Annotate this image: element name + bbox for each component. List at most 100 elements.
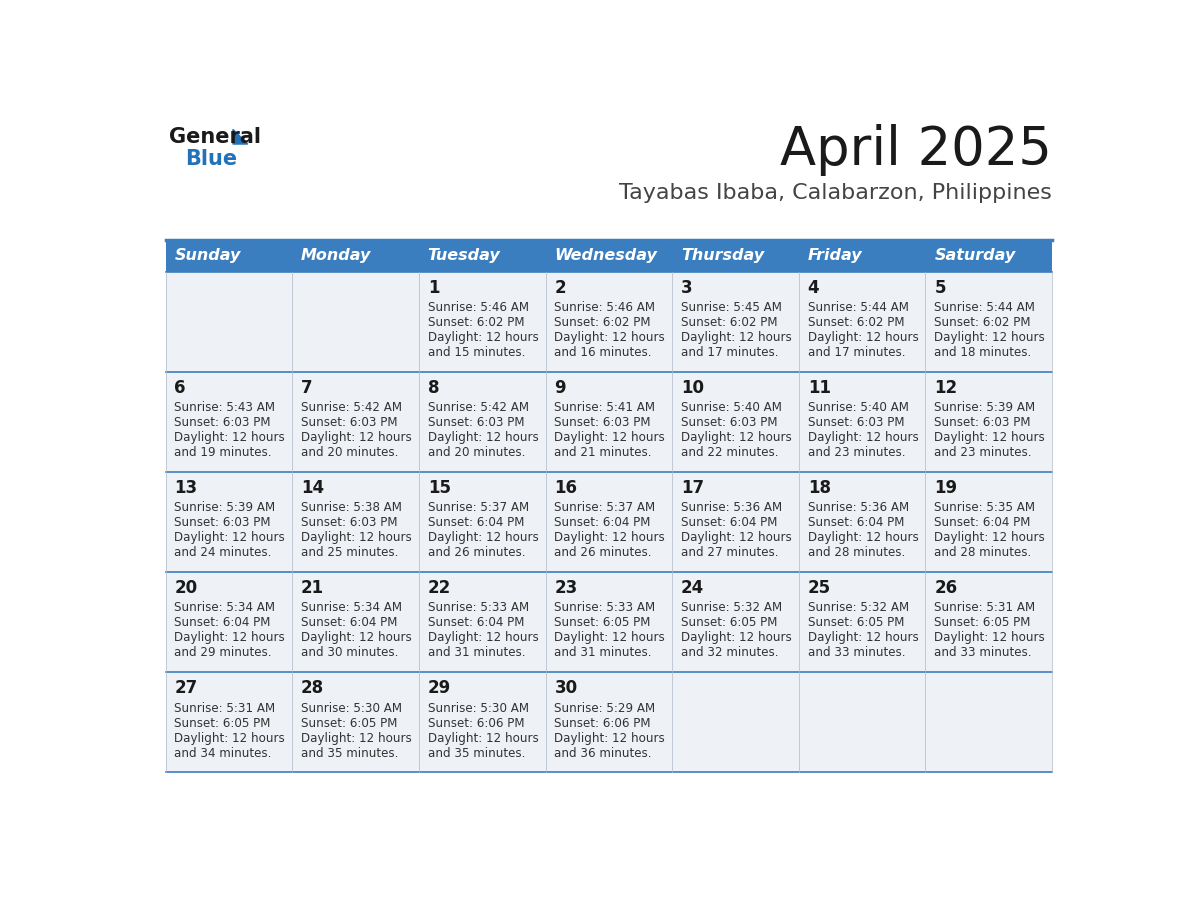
Text: Daylight: 12 hours: Daylight: 12 hours <box>175 732 285 744</box>
Text: and 15 minutes.: and 15 minutes. <box>428 346 525 359</box>
Text: Sunset: 6:03 PM: Sunset: 6:03 PM <box>175 416 271 430</box>
Text: Sunrise: 5:33 AM: Sunrise: 5:33 AM <box>428 601 529 614</box>
Text: Sunset: 6:05 PM: Sunset: 6:05 PM <box>808 616 904 630</box>
Text: Sunrise: 5:34 AM: Sunrise: 5:34 AM <box>301 601 402 614</box>
Text: and 28 minutes.: and 28 minutes. <box>808 546 905 559</box>
Text: General: General <box>170 127 261 147</box>
Bar <box>672 272 798 372</box>
Text: Daylight: 12 hours: Daylight: 12 hours <box>808 431 918 444</box>
Bar <box>419 572 545 672</box>
Text: Sunrise: 5:46 AM: Sunrise: 5:46 AM <box>428 301 529 314</box>
Text: Sunrise: 5:43 AM: Sunrise: 5:43 AM <box>175 401 276 414</box>
Bar <box>925 672 1053 772</box>
Text: Daylight: 12 hours: Daylight: 12 hours <box>681 632 791 644</box>
Text: Sunset: 6:04 PM: Sunset: 6:04 PM <box>808 516 904 530</box>
Text: Daylight: 12 hours: Daylight: 12 hours <box>555 732 665 744</box>
Text: Daylight: 12 hours: Daylight: 12 hours <box>555 331 665 344</box>
Text: Daylight: 12 hours: Daylight: 12 hours <box>808 532 918 544</box>
Bar <box>292 472 419 572</box>
Text: Sunrise: 5:32 AM: Sunrise: 5:32 AM <box>681 601 782 614</box>
Text: Sunrise: 5:37 AM: Sunrise: 5:37 AM <box>555 501 656 514</box>
Bar <box>798 572 925 672</box>
Text: Sunrise: 5:31 AM: Sunrise: 5:31 AM <box>175 701 276 714</box>
Text: and 28 minutes.: and 28 minutes. <box>934 546 1031 559</box>
Bar <box>798 672 925 772</box>
Text: Sunrise: 5:35 AM: Sunrise: 5:35 AM <box>934 501 1036 514</box>
Text: Sunrise: 5:46 AM: Sunrise: 5:46 AM <box>555 301 656 314</box>
Text: Daylight: 12 hours: Daylight: 12 hours <box>681 532 791 544</box>
Text: Sunrise: 5:36 AM: Sunrise: 5:36 AM <box>681 501 782 514</box>
Text: Sunset: 6:04 PM: Sunset: 6:04 PM <box>934 516 1031 530</box>
Text: Sunrise: 5:39 AM: Sunrise: 5:39 AM <box>175 501 276 514</box>
Bar <box>292 272 419 372</box>
Text: 17: 17 <box>681 479 704 497</box>
Text: Sunset: 6:03 PM: Sunset: 6:03 PM <box>934 416 1031 430</box>
Bar <box>672 472 798 572</box>
Text: Sunset: 6:04 PM: Sunset: 6:04 PM <box>681 516 777 530</box>
Text: Sunrise: 5:44 AM: Sunrise: 5:44 AM <box>934 301 1035 314</box>
Text: Daylight: 12 hours: Daylight: 12 hours <box>934 331 1045 344</box>
Text: Sunset: 6:02 PM: Sunset: 6:02 PM <box>808 316 904 330</box>
Text: 15: 15 <box>428 479 450 497</box>
Bar <box>672 372 798 472</box>
Bar <box>672 672 798 772</box>
Text: 29: 29 <box>428 679 451 697</box>
Text: Daylight: 12 hours: Daylight: 12 hours <box>175 431 285 444</box>
Text: Daylight: 12 hours: Daylight: 12 hours <box>301 431 412 444</box>
Text: Daylight: 12 hours: Daylight: 12 hours <box>681 431 791 444</box>
Text: Daylight: 12 hours: Daylight: 12 hours <box>808 632 918 644</box>
Text: Sunset: 6:04 PM: Sunset: 6:04 PM <box>175 616 271 630</box>
Text: 22: 22 <box>428 579 451 597</box>
Text: Sunrise: 5:36 AM: Sunrise: 5:36 AM <box>808 501 909 514</box>
Text: Sunrise: 5:42 AM: Sunrise: 5:42 AM <box>301 401 402 414</box>
Bar <box>419 472 545 572</box>
Text: Daylight: 12 hours: Daylight: 12 hours <box>934 431 1045 444</box>
Text: Daylight: 12 hours: Daylight: 12 hours <box>808 331 918 344</box>
Text: Sunset: 6:02 PM: Sunset: 6:02 PM <box>555 316 651 330</box>
Text: Sunday: Sunday <box>175 248 241 263</box>
Text: Tayabas Ibaba, Calabarzon, Philippines: Tayabas Ibaba, Calabarzon, Philippines <box>619 184 1053 203</box>
Text: and 17 minutes.: and 17 minutes. <box>681 346 778 359</box>
Text: 7: 7 <box>301 379 312 397</box>
Text: 6: 6 <box>175 379 185 397</box>
Text: Sunrise: 5:45 AM: Sunrise: 5:45 AM <box>681 301 782 314</box>
Text: 27: 27 <box>175 679 197 697</box>
Text: Daylight: 12 hours: Daylight: 12 hours <box>301 532 412 544</box>
Text: Daylight: 12 hours: Daylight: 12 hours <box>428 732 538 744</box>
Bar <box>545 472 672 572</box>
Text: Sunset: 6:05 PM: Sunset: 6:05 PM <box>175 717 271 730</box>
Text: Daylight: 12 hours: Daylight: 12 hours <box>175 532 285 544</box>
Bar <box>419 672 545 772</box>
Text: Daylight: 12 hours: Daylight: 12 hours <box>555 431 665 444</box>
Text: and 23 minutes.: and 23 minutes. <box>934 446 1032 459</box>
Text: and 24 minutes.: and 24 minutes. <box>175 546 272 559</box>
Text: 9: 9 <box>555 379 565 397</box>
Bar <box>292 672 419 772</box>
Text: and 34 minutes.: and 34 minutes. <box>175 746 272 759</box>
Text: 16: 16 <box>555 479 577 497</box>
Text: 2: 2 <box>555 279 565 297</box>
Text: 13: 13 <box>175 479 197 497</box>
Bar <box>798 372 925 472</box>
Bar <box>292 372 419 472</box>
Text: Wednesday: Wednesday <box>555 248 657 263</box>
Text: 19: 19 <box>934 479 958 497</box>
Text: Sunset: 6:04 PM: Sunset: 6:04 PM <box>555 516 651 530</box>
Text: Sunset: 6:04 PM: Sunset: 6:04 PM <box>301 616 398 630</box>
Text: Daylight: 12 hours: Daylight: 12 hours <box>428 632 538 644</box>
Bar <box>545 672 672 772</box>
Text: Daylight: 12 hours: Daylight: 12 hours <box>555 532 665 544</box>
Text: and 18 minutes.: and 18 minutes. <box>934 346 1031 359</box>
Bar <box>545 272 672 372</box>
Text: Sunrise: 5:41 AM: Sunrise: 5:41 AM <box>555 401 656 414</box>
Bar <box>925 572 1053 672</box>
Text: and 27 minutes.: and 27 minutes. <box>681 546 778 559</box>
Text: and 20 minutes.: and 20 minutes. <box>428 446 525 459</box>
Text: 8: 8 <box>428 379 440 397</box>
Text: and 19 minutes.: and 19 minutes. <box>175 446 272 459</box>
Text: 12: 12 <box>934 379 958 397</box>
Text: 26: 26 <box>934 579 958 597</box>
Text: Saturday: Saturday <box>934 248 1016 263</box>
Bar <box>165 272 292 372</box>
Text: Monday: Monday <box>301 248 372 263</box>
